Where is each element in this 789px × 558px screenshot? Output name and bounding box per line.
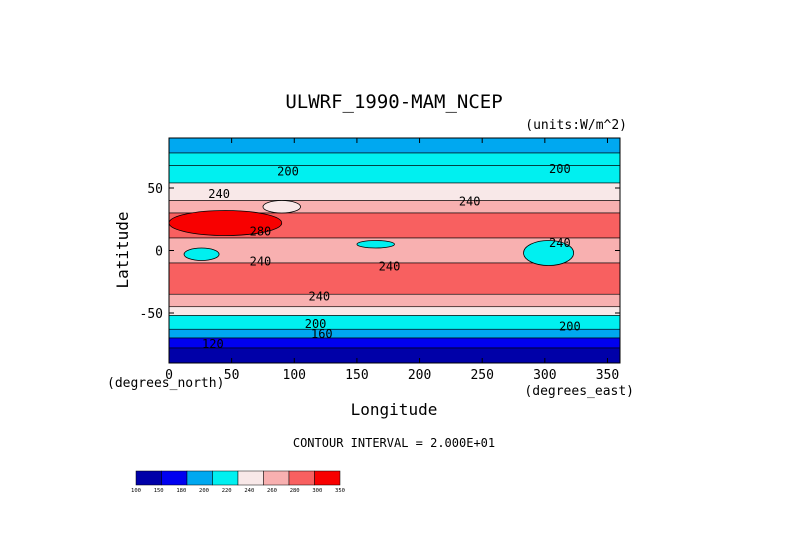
saharan-arabian-maximum <box>169 210 283 236</box>
contour-label-3: 200 <box>549 162 571 176</box>
zonal-band-7 <box>169 262 620 295</box>
regional-features <box>169 200 575 266</box>
colorbar: 100 150 180 200 220 240 260 280 300 350 <box>131 470 345 494</box>
contour-label-7: 240 <box>549 236 571 250</box>
contour-label-5: 240 <box>250 255 272 269</box>
colorbar-swatch-0 <box>135 470 162 486</box>
x-tick-label-0: 0 <box>165 368 173 383</box>
contour-label-8: 240 <box>308 290 330 304</box>
y-tick-label-2: -50 <box>140 307 163 322</box>
contour-label-0: 200 <box>277 165 299 179</box>
colorbar-swatch-2 <box>186 470 213 486</box>
zonal-band-10 <box>169 315 620 330</box>
colorbar-swatch-3 <box>212 470 239 486</box>
contour-label-6: 240 <box>379 260 401 274</box>
colorbar-label-0: 100 <box>131 488 141 494</box>
colorbar-swatch-7 <box>314 470 341 486</box>
contour-label-9: 200 <box>305 317 327 331</box>
colorbar-label-2: 180 <box>176 488 186 494</box>
chart-title: ULWRF_1990-MAM_NCEP <box>285 91 502 113</box>
x-tick-label-1: 50 <box>224 368 240 383</box>
y-axis-title: Latitude <box>113 211 132 288</box>
x-tick-label-4: 200 <box>408 368 431 383</box>
himalayan-minimum <box>262 200 301 214</box>
colorbar-label-3: 200 <box>199 488 209 494</box>
colorbar-swatch-1 <box>161 470 188 486</box>
colorbar-swatch-4 <box>237 470 264 486</box>
zonal-band-0 <box>169 138 620 154</box>
x-unit-label: (degrees_east) <box>524 384 634 399</box>
african-convective-minimum <box>183 247 220 261</box>
contour-label-12: 120 <box>202 337 224 351</box>
x-tick-label-5: 250 <box>470 368 493 383</box>
x-axis-ticks: 0 50 100 150 200 250 300 350 <box>165 138 619 383</box>
contour-label-10: 200 <box>559 320 581 334</box>
zonal-band-9 <box>169 306 620 316</box>
south-american-convective-minimum <box>523 240 575 266</box>
x-tick-label-3: 150 <box>345 368 368 383</box>
colorbar-label-9: 350 <box>335 488 345 494</box>
y-tick-label-1: 0 <box>155 245 163 260</box>
units-label: (units:W/m^2) <box>525 118 627 133</box>
zonal-band-11 <box>169 328 620 339</box>
zonal-band-8 <box>169 293 620 308</box>
contour-label-11: 160 <box>311 327 333 341</box>
x-tick-label-6: 300 <box>533 368 556 383</box>
contour-label-2: 240 <box>459 195 481 209</box>
colorbar-label-1: 150 <box>154 488 164 494</box>
colorbar-label-6: 260 <box>267 488 277 494</box>
contour-label-1: 240 <box>208 187 230 201</box>
x-tick-label-2: 100 <box>283 368 306 383</box>
colorbar-label-5: 240 <box>244 488 254 494</box>
zonal-band-13 <box>169 347 620 363</box>
maritime-continent-minimum <box>356 240 395 249</box>
x-axis-title: Longitude <box>351 400 438 419</box>
x-tick-label-7: 350 <box>596 368 619 383</box>
plot-area <box>169 138 620 363</box>
y-axis-ticks: 50 0 -50 <box>140 182 620 322</box>
colorbar-label-8: 300 <box>312 488 322 494</box>
colorbar-swatch-6 <box>288 470 315 486</box>
colorbar-swatch-5 <box>263 470 290 486</box>
y-tick-label-0: 50 <box>147 182 163 197</box>
colorbar-label-7: 280 <box>290 488 300 494</box>
contour-label-4: 280 <box>250 225 272 239</box>
zonal-band-3 <box>169 182 620 201</box>
colorbar-label-4: 220 <box>222 488 232 494</box>
zonal-band-12 <box>169 337 620 349</box>
contour-interval-note: CONTOUR INTERVAL = 2.000E+01 <box>293 436 495 450</box>
y-unit-label: (degrees_north) <box>107 376 224 391</box>
